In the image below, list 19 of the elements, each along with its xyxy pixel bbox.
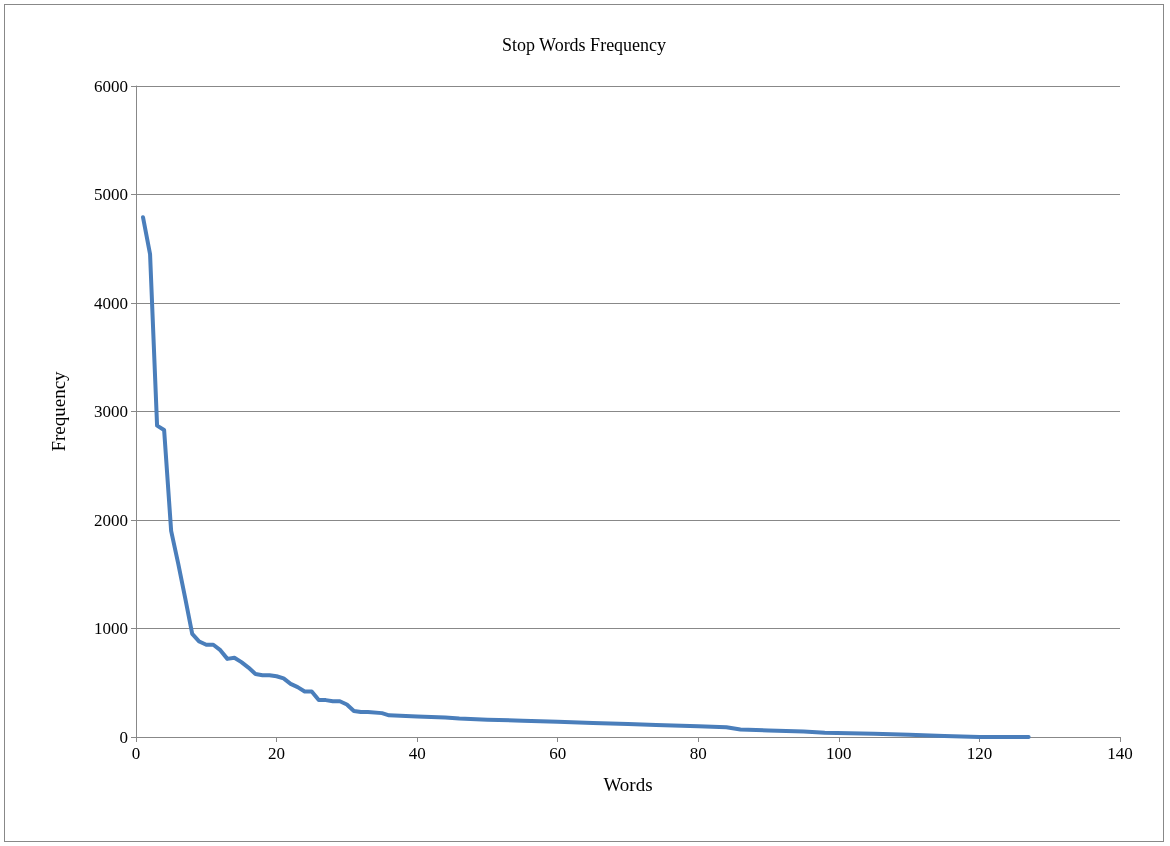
y-axis-title: Frequency xyxy=(48,370,69,452)
x-tick-label: 80 xyxy=(689,744,707,763)
x-tick-label: 0 xyxy=(131,744,141,763)
y-tick-label: 6000 xyxy=(94,76,128,96)
y-tick-label: 0 xyxy=(119,727,128,747)
x-tick-label: 60 xyxy=(549,744,567,763)
y-tick-label: 5000 xyxy=(94,185,128,204)
x-axis-title: Words xyxy=(603,774,653,795)
x-tick-label: 120 xyxy=(966,744,993,763)
y-tick-label: 1000 xyxy=(94,619,128,638)
y-tick-label: 3000 xyxy=(94,402,128,421)
y-tick-label: 4000 xyxy=(94,293,128,313)
x-tick-label: 100 xyxy=(826,744,852,763)
line-series xyxy=(141,215,1031,739)
y-tick-label: 2000 xyxy=(94,510,128,530)
x-tick-label: 140 xyxy=(1107,744,1133,763)
x-tick-label: 40 xyxy=(408,744,426,763)
chart-title: Stop Words Frequency xyxy=(501,35,667,55)
x-tick-label: 20 xyxy=(268,744,286,763)
